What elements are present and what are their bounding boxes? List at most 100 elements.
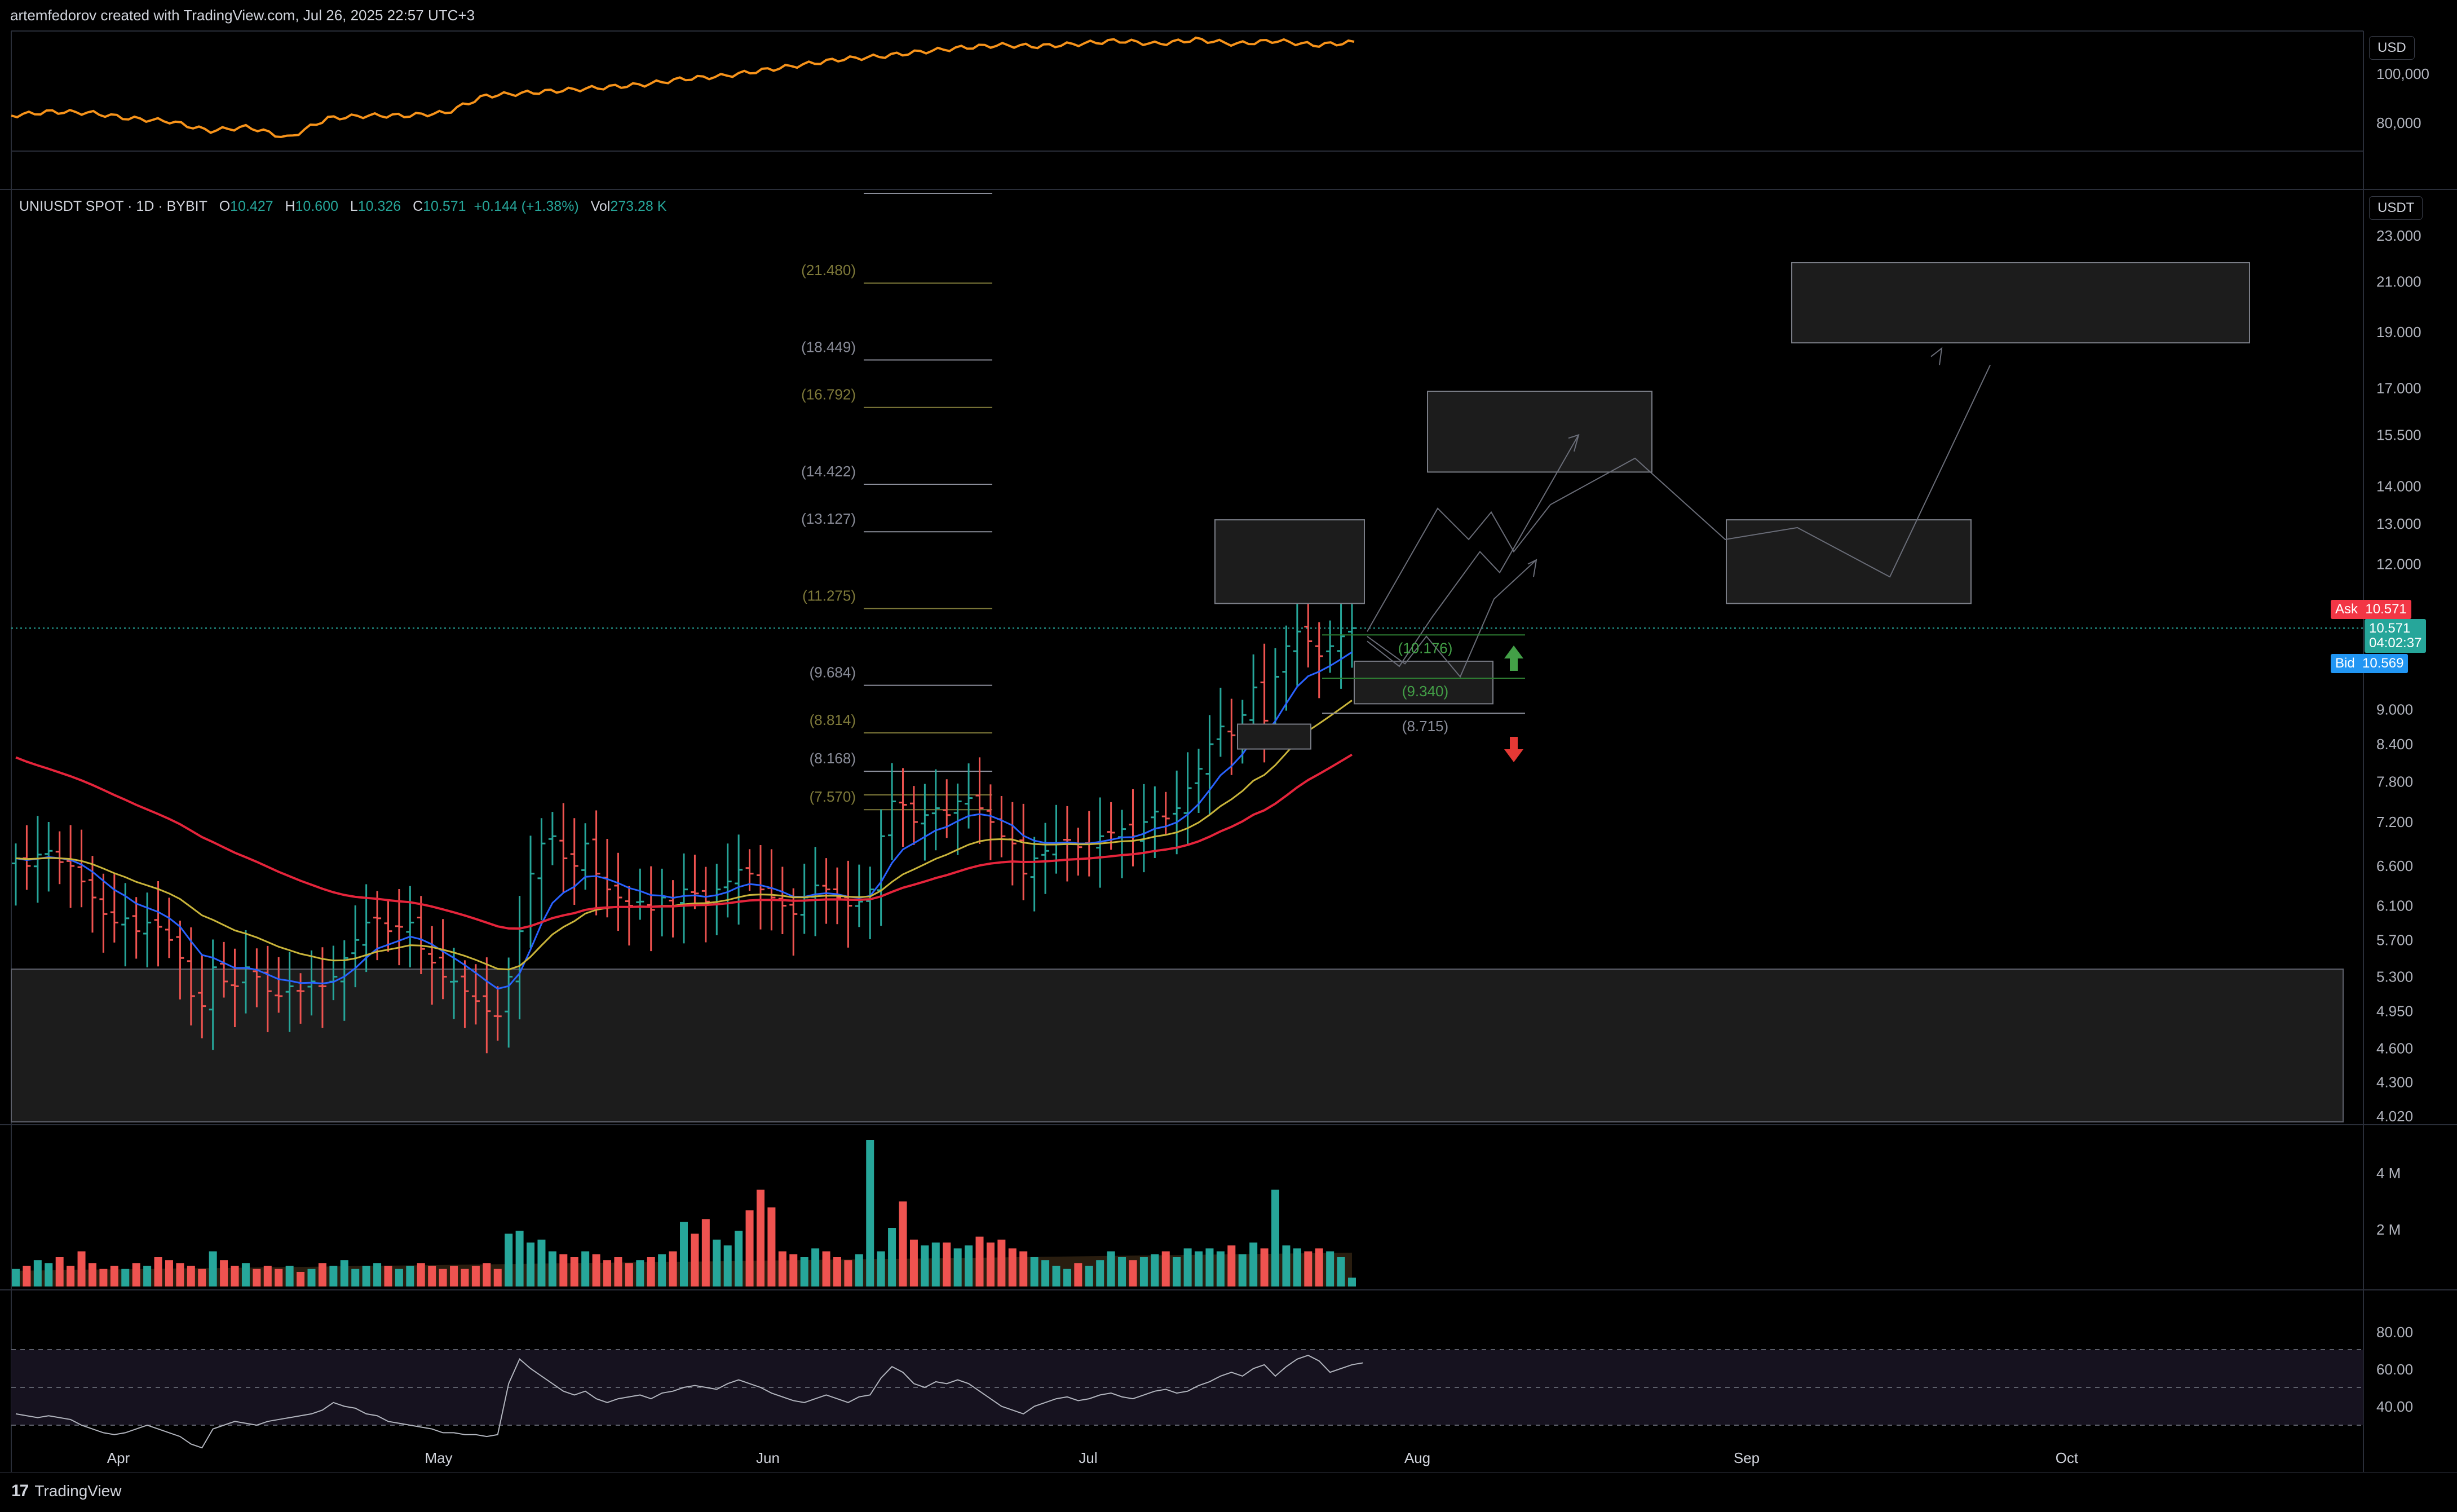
btc-price-line bbox=[11, 36, 1355, 138]
legend-h-label: H bbox=[285, 198, 295, 214]
volume-bar bbox=[373, 1263, 382, 1286]
volume-bar bbox=[77, 1251, 86, 1286]
rsi-line bbox=[15, 1354, 1363, 1449]
fib-label-0: (21.480) bbox=[801, 262, 856, 278]
bid-label: Bid bbox=[2335, 656, 2355, 671]
volume-bar bbox=[548, 1251, 556, 1286]
tradingview-logo[interactable]: 17 TradingView bbox=[11, 1482, 121, 1501]
fib-label-9: (7.570) bbox=[810, 788, 856, 805]
price-tick-13: 6.100 bbox=[2376, 898, 2413, 914]
legend-change: +0.144 (+1.38%) bbox=[474, 198, 579, 214]
price-tick-11: 7.200 bbox=[2376, 814, 2413, 830]
volume-bar bbox=[636, 1260, 644, 1286]
volume-bar bbox=[1260, 1248, 1269, 1286]
volume-bar bbox=[121, 1268, 130, 1286]
volume-bar bbox=[844, 1260, 852, 1286]
price-tick-15: 5.300 bbox=[2376, 968, 2413, 985]
volume-bar bbox=[231, 1266, 239, 1286]
volume-bar bbox=[756, 1190, 765, 1286]
volume-bar bbox=[329, 1266, 338, 1286]
rsi-tick-2: 40.00 bbox=[2376, 1398, 2413, 1415]
volume-bar bbox=[1096, 1260, 1104, 1286]
time-label-aug: Aug bbox=[1404, 1449, 1430, 1466]
ask-value: 10.571 bbox=[2365, 602, 2407, 617]
volume-bar bbox=[767, 1207, 776, 1286]
volume-bar bbox=[461, 1268, 469, 1286]
projection-path-low bbox=[1367, 559, 1537, 678]
volume-bar bbox=[603, 1260, 612, 1286]
volume-bar bbox=[811, 1248, 820, 1286]
legend-c-label: C bbox=[413, 198, 423, 214]
volume-bar bbox=[965, 1245, 973, 1286]
volume-bar bbox=[439, 1268, 447, 1286]
fib-label-5: (11.275) bbox=[802, 587, 856, 604]
volume-bar bbox=[67, 1266, 75, 1286]
volume-bar bbox=[592, 1254, 600, 1286]
volume-bar bbox=[833, 1257, 841, 1286]
volume-bar bbox=[735, 1231, 743, 1286]
volume-bar bbox=[483, 1263, 491, 1286]
legend-symbol[interactable]: UNIUSDT SPOT · 1D · BYBIT bbox=[19, 198, 207, 214]
price-tick-14: 5.700 bbox=[2376, 931, 2413, 948]
resistance-zone bbox=[1214, 519, 1365, 604]
bid-tag: Bid 10.569 bbox=[2331, 654, 2409, 673]
last-price-value: 10.571 bbox=[2369, 621, 2411, 636]
volume-bar bbox=[691, 1234, 699, 1286]
volume-bar bbox=[1227, 1245, 1236, 1286]
retest-zone bbox=[1726, 519, 1972, 604]
volume-bar bbox=[132, 1263, 140, 1286]
volume-bar bbox=[1183, 1248, 1192, 1286]
volume-bar bbox=[297, 1272, 305, 1286]
volume-bar bbox=[899, 1201, 907, 1286]
volume-bar bbox=[428, 1266, 436, 1286]
price-tick-8: 9.000 bbox=[2376, 701, 2413, 718]
volume-bar bbox=[559, 1254, 568, 1286]
bar-countdown: 04:02:37 bbox=[2369, 635, 2422, 651]
volume-bar bbox=[275, 1268, 283, 1286]
volume-bar bbox=[570, 1257, 578, 1286]
volume-bar bbox=[701, 1219, 710, 1286]
volume-bar bbox=[1074, 1263, 1082, 1286]
projection-path-alt bbox=[1367, 434, 1579, 667]
price-tick-6: 13.000 bbox=[2376, 515, 2421, 532]
volume-bar bbox=[713, 1239, 721, 1286]
volume-bar bbox=[285, 1266, 294, 1286]
ema-mid-line bbox=[15, 700, 1353, 971]
trade-level-label-0: (10.176) bbox=[1398, 639, 1453, 656]
price-tick-3: 17.000 bbox=[2376, 380, 2421, 397]
volume-bar bbox=[209, 1251, 217, 1286]
volume-bar bbox=[55, 1257, 64, 1286]
volume-bar bbox=[625, 1263, 633, 1286]
price-tick-4: 15.500 bbox=[2376, 426, 2421, 443]
volume-bar bbox=[1030, 1257, 1039, 1286]
time-label-apr: Apr bbox=[107, 1449, 130, 1466]
volume-bar bbox=[778, 1251, 786, 1286]
last-price-tag: 10.571 04:02:37 bbox=[2365, 619, 2427, 653]
volume-bar bbox=[351, 1268, 360, 1286]
footer-bar bbox=[0, 1473, 2457, 1512]
time-label-jun: Jun bbox=[756, 1449, 780, 1466]
volume-bar bbox=[1195, 1251, 1203, 1286]
projection-arrow-3 bbox=[1930, 347, 1943, 365]
price-tick-10: 7.800 bbox=[2376, 773, 2413, 790]
price-tick-16: 4.950 bbox=[2376, 1003, 2413, 1020]
volume-bar bbox=[1173, 1257, 1181, 1286]
volume-bar bbox=[45, 1263, 53, 1286]
price-tick-19: 4.020 bbox=[2376, 1108, 2413, 1125]
volume-bar bbox=[1041, 1260, 1050, 1286]
price-tick-9: 8.400 bbox=[2376, 736, 2413, 753]
legend-vol-label: Vol bbox=[590, 198, 611, 214]
volume-bar bbox=[800, 1257, 808, 1286]
volume-bar bbox=[669, 1251, 677, 1286]
legend-o-label: O bbox=[219, 198, 231, 214]
volume-bar bbox=[1293, 1248, 1301, 1286]
volume-bar bbox=[471, 1266, 480, 1286]
top-currency-badge[interactable]: USD bbox=[2369, 36, 2415, 60]
volume-bar bbox=[12, 1268, 20, 1286]
volume-bar bbox=[1129, 1260, 1137, 1286]
projection-arrow-2 bbox=[1527, 559, 1537, 577]
legend-l-label: L bbox=[350, 198, 358, 214]
trade-level-label-2: (8.715) bbox=[1402, 718, 1448, 735]
main-currency-badge[interactable]: USDT bbox=[2369, 196, 2423, 220]
